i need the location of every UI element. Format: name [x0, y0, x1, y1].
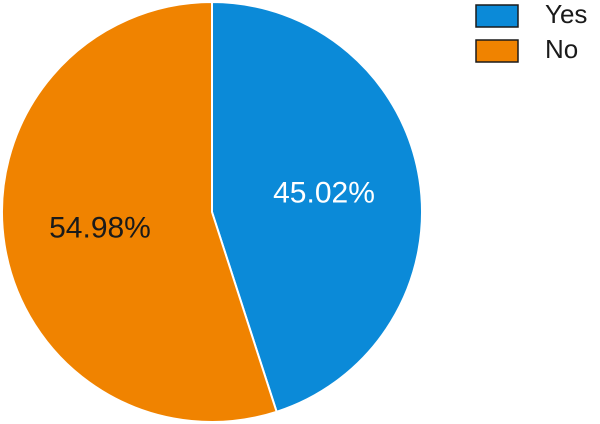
slice-label: 45.02%: [273, 176, 375, 209]
legend-label: No: [545, 34, 578, 64]
legend-label: Yes: [545, 0, 587, 29]
slice-label: 54.98%: [49, 212, 151, 245]
legend-swatch: [475, 4, 519, 28]
pie-slice: [1, 0, 278, 423]
legend-swatch: [475, 39, 519, 63]
pie-slice: [211, 0, 423, 414]
